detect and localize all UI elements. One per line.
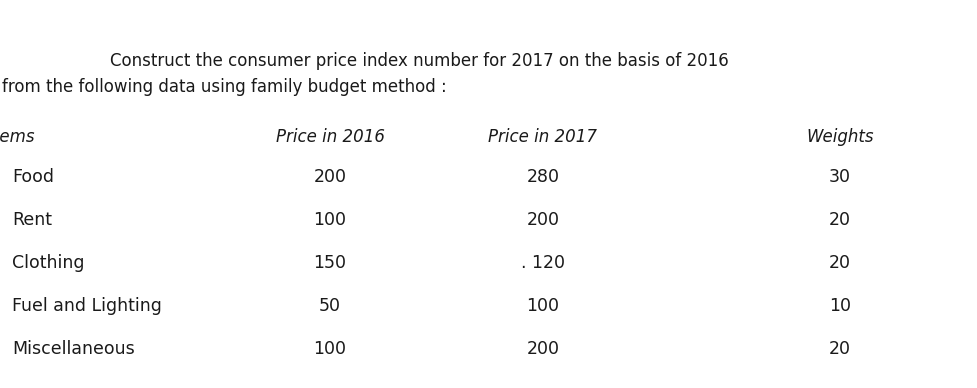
Text: 200: 200 [526,340,559,358]
Text: Construct the consumer price index number for 2017 on the basis of 2016: Construct the consumer price index numbe… [109,52,728,70]
Text: Price in 2016: Price in 2016 [276,128,384,146]
Text: 20: 20 [828,211,850,229]
Text: Clothing: Clothing [12,254,84,272]
Text: 100: 100 [314,340,346,358]
Text: 50: 50 [319,297,341,315]
Text: 200: 200 [314,168,346,186]
Text: Rent: Rent [12,211,52,229]
Text: Food: Food [12,168,54,186]
Text: Miscellaneous: Miscellaneous [12,340,135,358]
Text: Weights: Weights [805,128,872,146]
Text: 100: 100 [526,297,559,315]
Text: Price in 2017: Price in 2017 [488,128,597,146]
Text: from the following data using family budget method :: from the following data using family bud… [2,78,446,96]
Text: 150: 150 [314,254,346,272]
Text: 30: 30 [828,168,850,186]
Text: 20: 20 [828,340,850,358]
Text: Fuel and Lighting: Fuel and Lighting [12,297,162,315]
Text: 200: 200 [526,211,559,229]
Text: . 120: . 120 [521,254,565,272]
Text: Items: Items [0,128,35,146]
Text: 280: 280 [526,168,559,186]
Text: 20: 20 [828,254,850,272]
Text: 100: 100 [314,211,346,229]
Text: 10: 10 [828,297,850,315]
